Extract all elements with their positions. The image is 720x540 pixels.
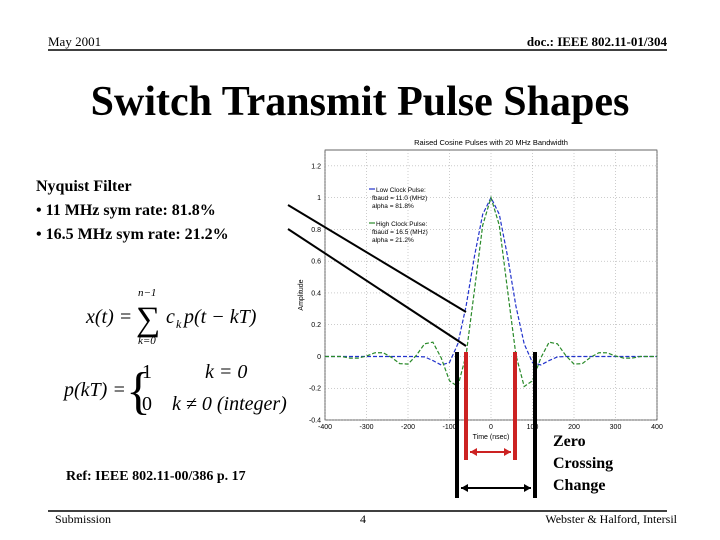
eq-text: k ≠ 0 (integer) [172, 393, 287, 415]
eq-text: k=0 [138, 335, 156, 347]
eq-text: k = 0 [205, 361, 247, 383]
chart: Raised Cosine Pulses with 20 MHz Bandwid… [298, 138, 663, 441]
y-tick-label: 0.4 [311, 290, 321, 297]
legend-detail: alpha = 81.8% [372, 203, 414, 210]
legend-detail: fbaud = 16.5 (MHz) [372, 229, 428, 236]
pointer-arrow [287, 228, 467, 347]
slide-title: Switch Transmit Pulse Shapes [91, 79, 630, 125]
y-tick-label: 0.6 [311, 259, 321, 266]
x-tick-label: 300 [610, 424, 622, 431]
bullet-heading: Nyquist Filter [36, 178, 132, 195]
legend-label: High Clock Pulse: [376, 221, 427, 228]
y-tick-label: 1 [317, 195, 321, 202]
eq-text: 1 [142, 361, 152, 383]
y-tick-label: -0.2 [309, 386, 321, 393]
x-tick-label: 0 [489, 424, 493, 431]
x-tick-label: 100 [527, 424, 539, 431]
annotation: Zero [553, 433, 586, 450]
x-tick-label: 200 [568, 424, 580, 431]
series-line [325, 195, 657, 388]
legend-label: Low Clock Pulse: [376, 187, 426, 194]
x-axis-label: Time (nsec) [473, 434, 510, 441]
bullet: • 11 MHz sym rate: 81.8% [36, 202, 216, 219]
footer-left: Submission [55, 512, 111, 526]
eq-text: x(t) = [85, 306, 132, 328]
legend-detail: fbaud = 11.0 (MHz) [372, 195, 427, 202]
annotation: Change [553, 477, 605, 494]
eq-text: n−1 [138, 287, 156, 299]
eq-text: k [176, 317, 182, 331]
eq-text: p(t − kT) [182, 306, 257, 328]
x-tick-label: -100 [442, 424, 456, 431]
eq-text: ∑ [136, 301, 160, 338]
y-tick-label: 0.8 [311, 227, 321, 234]
header-date: May 2001 [48, 34, 101, 49]
x-tick-label: 400 [651, 424, 663, 431]
y-tick-label: 1.2 [311, 163, 321, 170]
x-tick-label: -300 [359, 424, 373, 431]
eq-text: { [126, 363, 151, 420]
pointer-arrow [287, 204, 467, 313]
y-tick-label: 0 [317, 354, 321, 361]
footer-right: Webster & Halford, Intersil [545, 512, 677, 526]
eq-text: p(kT) = [62, 379, 126, 401]
chart-title: Raised Cosine Pulses with 20 MHz Bandwid… [414, 138, 568, 147]
reference: Ref: IEEE 802.11-00/386 p. 17 [66, 469, 246, 484]
x-tick-label: -400 [318, 424, 332, 431]
y-tick-label: 0.2 [311, 322, 321, 329]
legend-detail: alpha = 21.2% [372, 237, 414, 244]
x-tick-label: -200 [401, 424, 415, 431]
arrow-head [461, 484, 531, 492]
footer-page: 4 [360, 512, 366, 526]
y-axis-label: Amplitude [298, 279, 305, 310]
equation: x(t) = ∑ n−1 k=0 c k p(t − kT) p(kT) = {… [62, 287, 287, 420]
y-tick-label: -0.4 [309, 418, 321, 425]
eq-text: 0 [142, 393, 152, 415]
header-doc: doc.: IEEE 802.11-01/304 [527, 34, 668, 49]
eq-text: c [166, 306, 175, 328]
bullet: • 16.5 MHz sym rate: 21.2% [36, 226, 229, 243]
annotation: Crossing [553, 455, 613, 472]
